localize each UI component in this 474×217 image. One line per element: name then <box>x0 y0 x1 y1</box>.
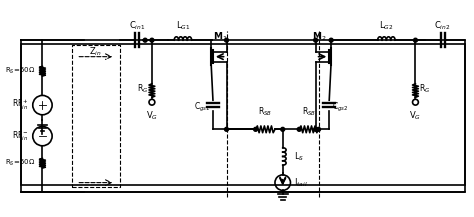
Circle shape <box>225 38 228 42</box>
Circle shape <box>314 38 318 42</box>
Circle shape <box>413 38 418 42</box>
Circle shape <box>314 127 318 131</box>
Circle shape <box>143 38 147 42</box>
Text: L$_{G1}$: L$_{G1}$ <box>176 20 190 33</box>
Circle shape <box>225 127 228 131</box>
Text: C$_{in1}$: C$_{in1}$ <box>129 20 146 33</box>
Text: M$_1$: M$_1$ <box>213 31 228 43</box>
Circle shape <box>150 38 154 42</box>
Text: RF$_{in}^+$: RF$_{in}^+$ <box>12 98 29 112</box>
Text: C$_{gs2}$: C$_{gs2}$ <box>332 100 348 113</box>
Circle shape <box>254 127 257 131</box>
Text: R$_S$=50Ω: R$_S$=50Ω <box>5 158 35 168</box>
Circle shape <box>317 127 320 131</box>
Circle shape <box>281 127 285 131</box>
Text: R$_S$=50Ω: R$_S$=50Ω <box>5 66 35 76</box>
Text: Z$_{in}$: Z$_{in}$ <box>89 46 102 58</box>
Text: L$_{G2}$: L$_{G2}$ <box>379 20 393 33</box>
Text: R$_G$: R$_G$ <box>137 82 148 95</box>
Text: RF$_{in}^-$: RF$_{in}^-$ <box>12 129 29 143</box>
Text: C$_{in2}$: C$_{in2}$ <box>434 20 451 33</box>
Text: V$_G$: V$_G$ <box>410 110 421 122</box>
Circle shape <box>297 127 301 131</box>
Text: R$_{SB}$: R$_{SB}$ <box>258 105 273 118</box>
Bar <box>21 44 465 184</box>
Text: I$_{tail}$: I$_{tail}$ <box>294 176 308 189</box>
Text: R$_{SB}$: R$_{SB}$ <box>302 105 316 118</box>
Text: R$_G$: R$_G$ <box>419 82 430 95</box>
Text: M$_2$: M$_2$ <box>312 31 327 43</box>
Text: L$_S$: L$_S$ <box>294 150 305 163</box>
Text: V$_G$: V$_G$ <box>146 110 158 122</box>
Text: C$_{gs1}$: C$_{gs1}$ <box>193 100 210 113</box>
Circle shape <box>329 38 333 42</box>
